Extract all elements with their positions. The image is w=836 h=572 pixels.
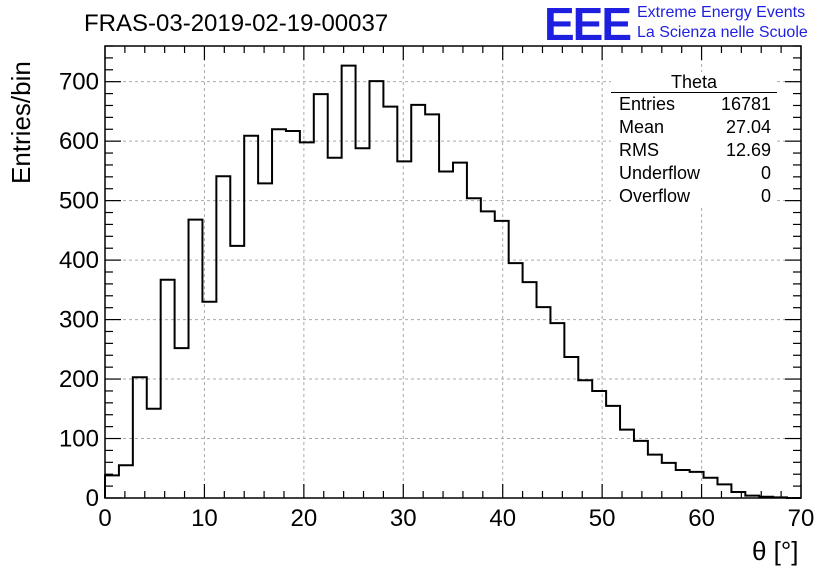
stats-row-overflow: Overflow 0 — [611, 185, 777, 208]
y-tick-label: 300 — [59, 307, 99, 334]
x-tick-label: 50 — [589, 505, 616, 532]
grid-lines — [105, 46, 801, 498]
axis-ticks — [104, 45, 802, 499]
x-tick-label: 40 — [489, 505, 516, 532]
y-tick-label: 500 — [59, 188, 99, 215]
stats-value: 16781 — [720, 94, 771, 114]
stats-label: RMS — [619, 140, 659, 160]
x-tick-label: 10 — [191, 505, 218, 532]
y-tick-label: 700 — [59, 69, 99, 96]
stats-value: 0 — [760, 186, 771, 206]
stats-label: Underflow — [619, 163, 701, 183]
stats-row-rms: RMS 12.69 — [611, 139, 777, 162]
stats-value: 27.04 — [725, 117, 771, 137]
logo-caption-line2: La Scienza nelle Scuole — [637, 24, 808, 41]
x-tick-label: 70 — [788, 505, 815, 532]
y-tick-label: 100 — [59, 426, 99, 453]
x-tick-label: 30 — [390, 505, 417, 532]
logo-caption: Extreme Energy Events La Scienza nelle S… — [637, 3, 808, 43]
y-axis-label: Entries/bin — [6, 61, 36, 184]
y-tick-label: 0 — [86, 485, 99, 512]
stats-label: Entries — [619, 94, 676, 114]
stats-label: Mean — [619, 117, 665, 137]
stats-label: Overflow — [619, 186, 691, 206]
stats-title: Theta — [611, 72, 777, 93]
stats-value: 0 — [760, 163, 771, 183]
eee-logo: EEE — [544, 0, 632, 50]
chart-title: FRAS-03-2019-02-19-00037 — [84, 10, 389, 37]
y-tick-label: 600 — [59, 128, 99, 155]
x-tick-label: 0 — [98, 505, 111, 532]
stats-row-mean: Mean 27.04 — [611, 116, 777, 139]
y-tick-label: 400 — [59, 247, 99, 274]
histogram-step-line — [104, 64, 801, 499]
x-tick-label: 60 — [688, 505, 715, 532]
x-axis-label: θ [°] — [752, 536, 799, 566]
y-tick-label: 200 — [59, 366, 99, 393]
stats-row-underflow: Underflow 0 — [611, 162, 777, 185]
x-tick-label: 20 — [291, 505, 318, 532]
stats-box: Theta Entries 16781 Mean 27.04 RMS 12.69… — [611, 72, 777, 208]
stats-row-entries: Entries 16781 — [611, 93, 777, 116]
logo-caption-line1: Extreme Energy Events — [637, 4, 806, 21]
stats-value: 12.69 — [725, 140, 771, 160]
